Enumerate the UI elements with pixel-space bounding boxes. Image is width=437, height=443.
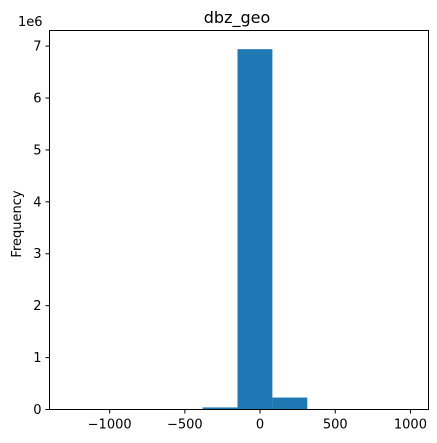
x-ticks-group: −1000 −500 0 500 1000: [88, 409, 427, 433]
histogram-bar: [237, 49, 273, 410]
y-ticks-group: 0 1 2 3 4 5 6 7: [33, 40, 50, 418]
y-tick-label: 6: [33, 91, 41, 106]
plot-frame: [49, 30, 429, 410]
y-scale-label: 1e6: [18, 15, 43, 30]
x-tick-label: −1000: [88, 418, 132, 433]
y-tick-label: 5: [33, 143, 41, 158]
y-tick-label: 0: [33, 403, 41, 418]
x-tick-label: 0: [256, 418, 264, 433]
x-tick-label: 500: [323, 418, 348, 433]
chart-title: dbz_geo: [204, 8, 271, 28]
y-tick-label: 3: [33, 247, 41, 262]
y-tick-label: 2: [33, 299, 41, 314]
histogram-bar: [272, 397, 308, 410]
y-axis-label: Frequency: [10, 190, 25, 257]
x-tick-label: 1000: [394, 418, 427, 433]
histogram-bar: [202, 407, 238, 410]
y-tick-label: 7: [33, 40, 41, 55]
bars-group: [167, 49, 308, 410]
x-tick-label: −500: [167, 418, 203, 433]
y-tick-label: 4: [33, 195, 41, 210]
y-tick-label: 1: [33, 351, 41, 366]
